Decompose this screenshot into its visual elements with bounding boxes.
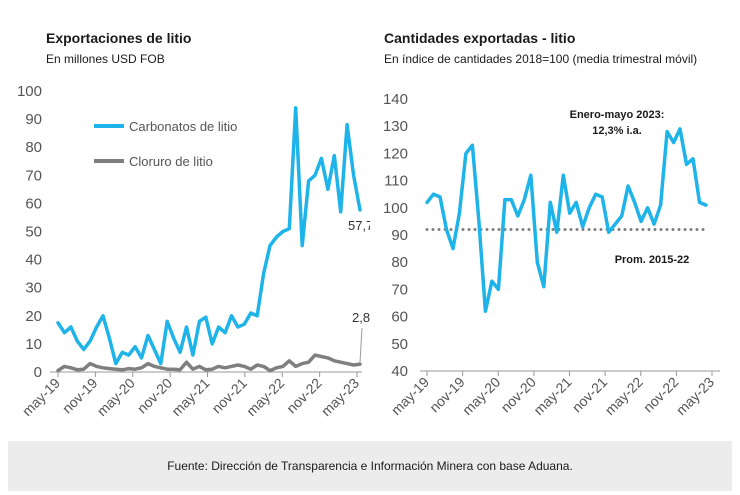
y-tick-label: 140 bbox=[383, 91, 408, 108]
y-tick-label: 100 bbox=[17, 83, 42, 100]
y-tick-label: 30 bbox=[25, 280, 42, 297]
y-tick-label: 120 bbox=[383, 145, 408, 162]
lithium-quantities-chart: 405060708090100110120130140may-19nov-19m… bbox=[383, 91, 720, 418]
x-tick-label: nov-22 bbox=[283, 375, 325, 417]
lithium-exports-chart: 0 10 20 30 40 50 60 70 80 90 100 may-19nov-19may-20… bbox=[17, 83, 370, 419]
lithium-exports-chart-panel: Exportaciones de litio En millones USD F… bbox=[0, 0, 370, 440]
chart-subtitle: En millones USD FOB bbox=[46, 52, 165, 66]
lithium-quantities-chart-panel: Cantidades exportadas - litio En índice … bbox=[370, 0, 740, 440]
y-tick-label: 40 bbox=[391, 363, 408, 380]
y-tick-label: 80 bbox=[391, 254, 408, 271]
y-tick-label: 60 bbox=[25, 195, 42, 212]
x-tick-label: nov-20 bbox=[134, 375, 176, 417]
annotation-value: 12,3% i.a. bbox=[592, 125, 642, 137]
chart-subtitle: En índice de cantidades 2018=100 (media … bbox=[384, 52, 698, 66]
chart-title: Exportaciones de litio bbox=[46, 30, 192, 46]
y-tick-label: 80 bbox=[25, 139, 42, 156]
y-tick-label: 20 bbox=[25, 308, 42, 325]
series-end-label: 57,7 bbox=[348, 218, 370, 233]
x-tick-label: nov-19 bbox=[59, 375, 101, 417]
y-tick-label: 130 bbox=[383, 118, 408, 135]
end-label-leader bbox=[359, 327, 363, 363]
y-tick-label: 90 bbox=[25, 111, 42, 128]
source-footer: Fuente: Dirección de Transparencia e Inf… bbox=[8, 441, 732, 491]
x-tick-label: nov-21 bbox=[208, 375, 250, 417]
y-tick-label: 100 bbox=[383, 200, 408, 217]
y-tick-label: 70 bbox=[391, 281, 408, 298]
x-tick-label: may-19 bbox=[388, 374, 432, 418]
annotation-label: Enero-mayo 2023: bbox=[570, 109, 665, 121]
x-tick-label: may-23 bbox=[318, 375, 362, 419]
legend-label: Carbonatos de litio bbox=[129, 119, 237, 134]
x-tick-label: may-21 bbox=[530, 374, 574, 418]
y-tick-label: 40 bbox=[25, 252, 42, 269]
x-tick-label: may-21 bbox=[168, 375, 212, 419]
x-tick-label: may-23 bbox=[673, 374, 717, 418]
series-line bbox=[56, 106, 362, 366]
chart-title: Cantidades exportadas - litio bbox=[384, 30, 576, 46]
y-tick-label: 110 bbox=[384, 173, 408, 190]
y-tick-label: 10 bbox=[25, 336, 42, 353]
series-end-label: 2,8 bbox=[352, 310, 370, 325]
legend-label: Cloruro de litio bbox=[129, 154, 213, 169]
series-line bbox=[425, 127, 708, 313]
y-tick-label: 50 bbox=[391, 336, 408, 353]
series-line bbox=[56, 353, 362, 373]
x-tick-label: may-19 bbox=[19, 375, 63, 419]
x-tick-label: may-22 bbox=[243, 375, 287, 419]
y-tick-label: 0 bbox=[34, 364, 42, 381]
y-tick-label: 90 bbox=[391, 227, 408, 244]
average-label: Prom. 2015-22 bbox=[615, 254, 690, 266]
x-tick-label: may-20 bbox=[459, 374, 503, 418]
y-tick-label: 60 bbox=[391, 309, 408, 326]
y-tick-label: 70 bbox=[25, 167, 42, 184]
x-tick-label: may-22 bbox=[602, 374, 646, 418]
y-tick-label: 50 bbox=[25, 224, 42, 241]
x-tick-label: may-20 bbox=[94, 375, 138, 419]
